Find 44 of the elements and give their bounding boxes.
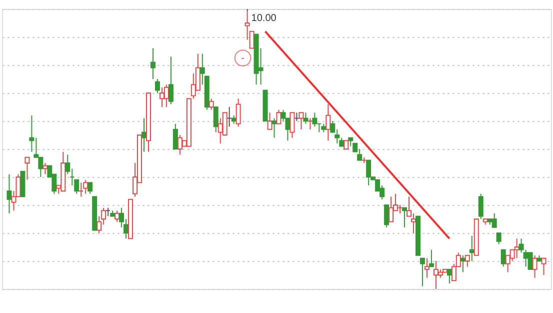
annotation: -	[241, 53, 244, 64]
candlestick	[541, 258, 546, 276]
candlestick	[428, 249, 434, 268]
candlestick	[168, 56, 174, 105]
candlestick	[154, 78, 160, 94]
candlestick	[384, 204, 390, 228]
candlestick	[532, 254, 538, 278]
candlestick	[236, 98, 241, 128]
candlestick	[492, 212, 497, 228]
candlestick	[298, 112, 304, 130]
candlestick	[164, 84, 169, 108]
candlestick	[88, 182, 93, 194]
candlestick	[177, 134, 182, 156]
candlestick	[528, 252, 533, 270]
candlestick	[213, 106, 218, 133]
candlestick	[303, 112, 308, 124]
candlestick	[496, 232, 502, 245]
candlestick	[514, 238, 520, 259]
candlestick	[478, 193, 484, 220]
candlestick	[29, 114, 34, 152]
candlestick	[460, 254, 466, 273]
candlestick	[6, 174, 12, 214]
candlestick	[83, 179, 88, 194]
candlestick	[141, 118, 146, 152]
candlestick	[276, 109, 282, 124]
candlestick	[424, 258, 430, 278]
candlestick	[208, 98, 214, 110]
candlestick	[159, 86, 164, 108]
annotation: 10.00	[251, 13, 277, 24]
candlestick	[402, 207, 408, 228]
candlestick	[150, 48, 156, 80]
candlestick	[326, 104, 331, 142]
candlestick	[410, 212, 416, 234]
candlestick	[388, 196, 394, 222]
candlestick	[290, 112, 295, 138]
candlestick	[114, 210, 120, 222]
candlestick	[366, 160, 372, 186]
candlestick	[172, 123, 178, 150]
candlestick	[464, 254, 470, 268]
candlestick	[312, 112, 318, 128]
candlestick	[446, 268, 452, 284]
candlestick	[267, 112, 272, 130]
candlestick	[24, 156, 30, 180]
candlestick	[500, 249, 506, 268]
